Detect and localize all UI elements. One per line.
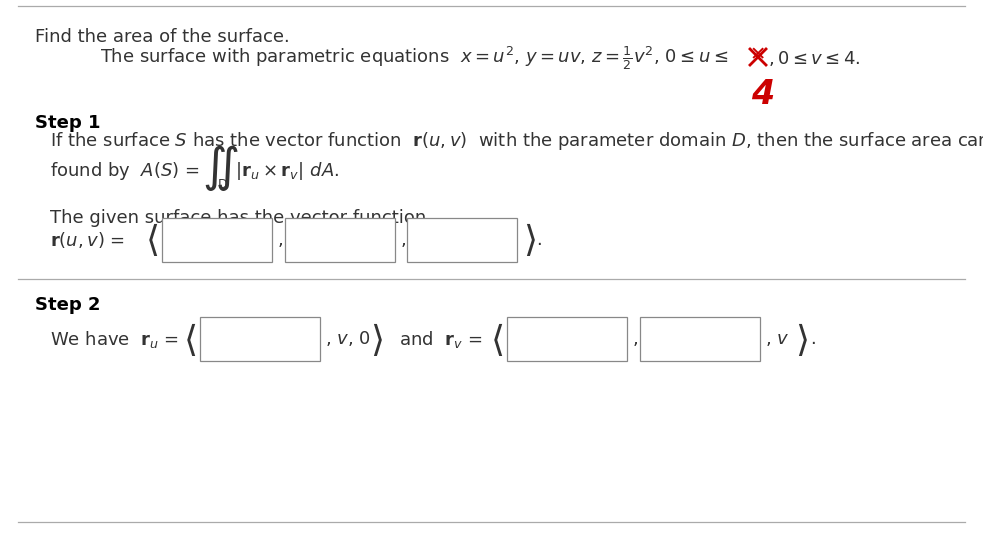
Text: $, 0 \leq v \leq 4.$: $, 0 \leq v \leq 4.$	[768, 49, 861, 67]
Text: $\rangle$: $\rangle$	[795, 320, 808, 357]
Text: $\rangle$: $\rangle$	[370, 320, 382, 357]
Text: and  $\mathbf{r}_v$ =: and $\mathbf{r}_v$ =	[388, 328, 485, 349]
Text: $\langle$: $\langle$	[183, 320, 197, 357]
Text: ,: ,	[401, 231, 407, 249]
Text: We have  $\mathbf{r}_u$ =: We have $\mathbf{r}_u$ =	[50, 328, 181, 349]
Text: ✕: ✕	[750, 45, 766, 65]
FancyBboxPatch shape	[640, 317, 760, 361]
Text: $|\mathbf{r}_u \times \mathbf{r}_v|\ dA.$: $|\mathbf{r}_u \times \mathbf{r}_v|\ dA.…	[235, 160, 339, 182]
Text: Find the area of the surface.: Find the area of the surface.	[35, 28, 290, 46]
Text: D: D	[218, 178, 228, 192]
Text: $\langle$: $\langle$	[145, 222, 158, 258]
Text: .: .	[536, 231, 542, 249]
Text: found by  $A(S)$ =: found by $A(S)$ =	[50, 160, 202, 182]
Text: ,: ,	[278, 231, 284, 249]
Text: $\rangle$: $\rangle$	[523, 222, 536, 258]
FancyBboxPatch shape	[200, 317, 320, 361]
Text: .: .	[810, 330, 816, 348]
Text: $\langle$: $\langle$	[490, 320, 503, 357]
Text: , $v$: , $v$	[765, 330, 789, 348]
FancyBboxPatch shape	[407, 218, 517, 262]
Text: ,: ,	[633, 330, 639, 348]
Text: Step 1: Step 1	[35, 114, 100, 132]
Text: If the surface $S$ has the vector function  $\mathbf{r}(u, v)$  with the paramet: If the surface $S$ has the vector functi…	[50, 130, 983, 152]
Text: Step 2: Step 2	[35, 296, 100, 314]
FancyBboxPatch shape	[162, 218, 272, 262]
Text: $\iint$: $\iint$	[202, 143, 239, 193]
Text: The surface with parametric equations  $x = u^2$, $y = uv$, $z = \frac{1}{2}v^2$: The surface with parametric equations $x…	[100, 44, 728, 72]
Text: $\mathbf{r}(u, v)$ =: $\mathbf{r}(u, v)$ =	[50, 230, 127, 250]
Text: , $v$, 0: , $v$, 0	[325, 329, 371, 349]
FancyBboxPatch shape	[285, 218, 395, 262]
Text: The given surface has the vector function: The given surface has the vector functio…	[50, 209, 427, 227]
Text: 4: 4	[751, 77, 775, 111]
FancyBboxPatch shape	[507, 317, 627, 361]
